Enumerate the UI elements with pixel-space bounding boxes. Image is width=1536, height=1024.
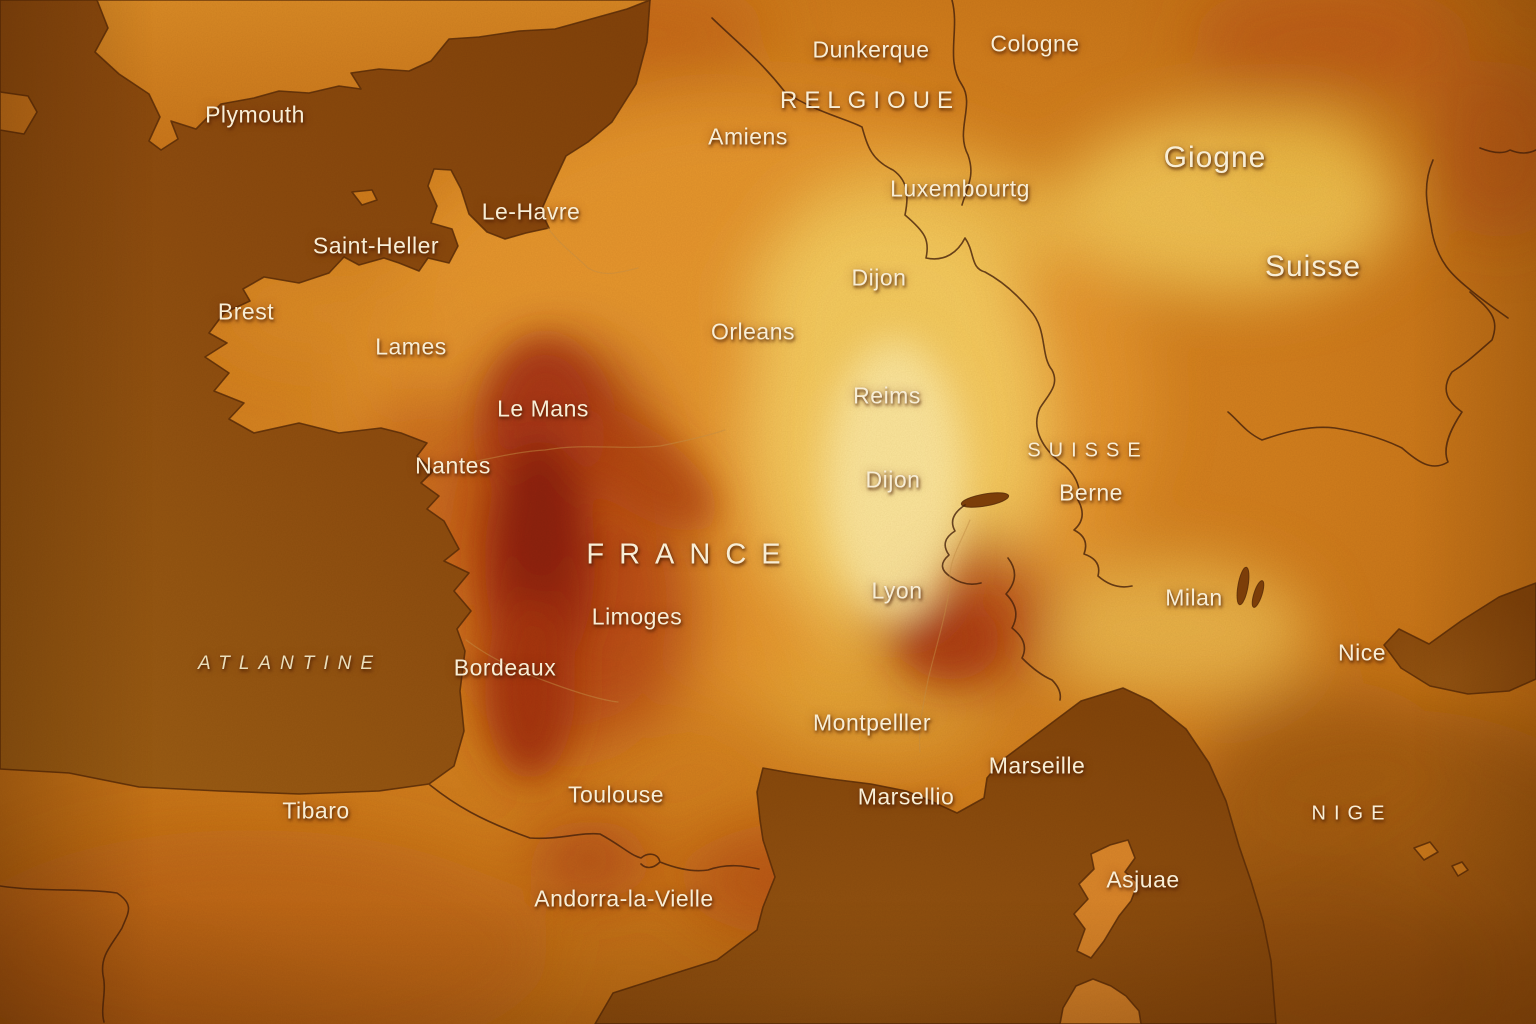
map-label-marseille: Marseille: [988, 752, 1086, 779]
map-label-suisse: SUISSE: [1027, 439, 1149, 462]
map-label-le-havre: Le-Havre: [481, 198, 581, 225]
map-label-atlantine: ATLANTINE: [197, 653, 383, 674]
map-label-milan: Milan: [1165, 584, 1223, 611]
map-label-asjuae: Asjuae: [1106, 866, 1180, 893]
map-label-suisse: Suisse: [1264, 250, 1362, 283]
map-label-toulouse: Toulouse: [567, 781, 665, 808]
map-label-giogne: Giogne: [1163, 141, 1267, 174]
map-label-tibaro: Tibaro: [282, 797, 350, 824]
map-label-luxembourtg: Luxembourtg: [890, 175, 1030, 202]
map-label-orleans: Orleans: [710, 318, 796, 345]
map-label-andorra-la-vielle: Andorra-la-Vielle: [534, 885, 714, 912]
map-label-le-mans: Le Mans: [497, 395, 589, 422]
map-label-cologne: Cologne: [990, 30, 1080, 57]
map-label-bordeaux: Bordeaux: [453, 654, 557, 681]
map-label-france: FRANCE: [586, 538, 796, 571]
map-label-lames: Lames: [375, 333, 447, 360]
map-label-nige: NIGE: [1311, 802, 1393, 825]
map-label-dijon: Dijon: [851, 264, 907, 291]
map-label-berne: Berne: [1059, 479, 1123, 506]
map-label-dunkerque: Dunkerque: [812, 36, 930, 63]
map-label-plymouth: Plymouth: [205, 101, 305, 128]
map-label-nice: Nice: [1337, 639, 1387, 666]
map-label-relgioue: RELGIOUE: [779, 87, 961, 114]
map-label-amiens: Amiens: [708, 123, 788, 150]
map-label-montpelller: Montpelller: [813, 709, 931, 736]
map-label-reims: Reims: [853, 382, 921, 409]
map-label-dijon: Dijon: [865, 466, 921, 493]
map-label-lyon: Lyon: [871, 577, 923, 604]
map-label-nantes: Nantes: [415, 452, 491, 479]
map-label-marsellio: Marsellio: [857, 783, 955, 810]
map-label-limoges: Limoges: [591, 603, 683, 630]
map-label-brest: Brest: [217, 298, 275, 325]
map-label-saint-heller: Saint-Heller: [312, 232, 440, 259]
